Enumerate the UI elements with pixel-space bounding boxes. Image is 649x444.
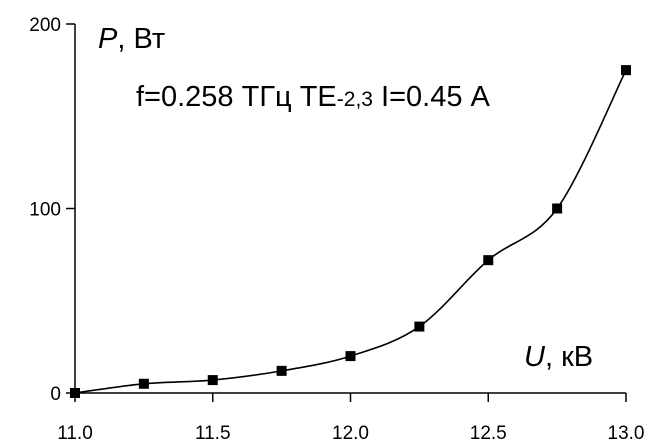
data-point xyxy=(621,65,631,76)
y-axis-symbol: P xyxy=(98,23,118,55)
data-point xyxy=(138,378,149,389)
annotation-sub: -2,3 xyxy=(337,88,373,111)
data-point xyxy=(483,255,494,266)
chart-annotation: f=0.258 ТГц ТЕ-2,3 I=0.45 А xyxy=(136,81,491,113)
x-tick-label: 12.5 xyxy=(470,423,507,444)
data-point xyxy=(552,203,563,214)
y-tick-label: 0 xyxy=(50,384,61,405)
data-point xyxy=(276,365,287,376)
data-point xyxy=(414,321,425,332)
y-tick-label: 100 xyxy=(29,200,61,221)
x-axis-symbol: U xyxy=(524,341,546,373)
y-tick-label: 200 xyxy=(29,15,61,36)
data-point xyxy=(70,388,80,398)
x-axis-unit: , кВ xyxy=(545,341,593,373)
x-axis-title: U, кВ xyxy=(524,341,593,373)
annotation-tail: I=0.45 А xyxy=(373,81,491,113)
x-tick-label: 12.0 xyxy=(332,423,369,444)
plot-area xyxy=(74,24,626,394)
y-axis-title: P, Вт xyxy=(98,23,165,55)
annotation-main: f=0.258 ТГц ТЕ xyxy=(136,81,337,113)
x-tick-label: 11.0 xyxy=(57,423,93,444)
tick-labels: 11.0 11.5 12.0 12.5 13.0 0 100 200 xyxy=(29,15,644,444)
x-tick-label: 11.5 xyxy=(195,423,231,444)
y-axis-unit: , Вт xyxy=(117,23,165,55)
series-markers xyxy=(70,65,631,398)
x-tick-label: 13.0 xyxy=(608,423,645,444)
data-point xyxy=(207,375,218,386)
data-point xyxy=(345,351,356,362)
